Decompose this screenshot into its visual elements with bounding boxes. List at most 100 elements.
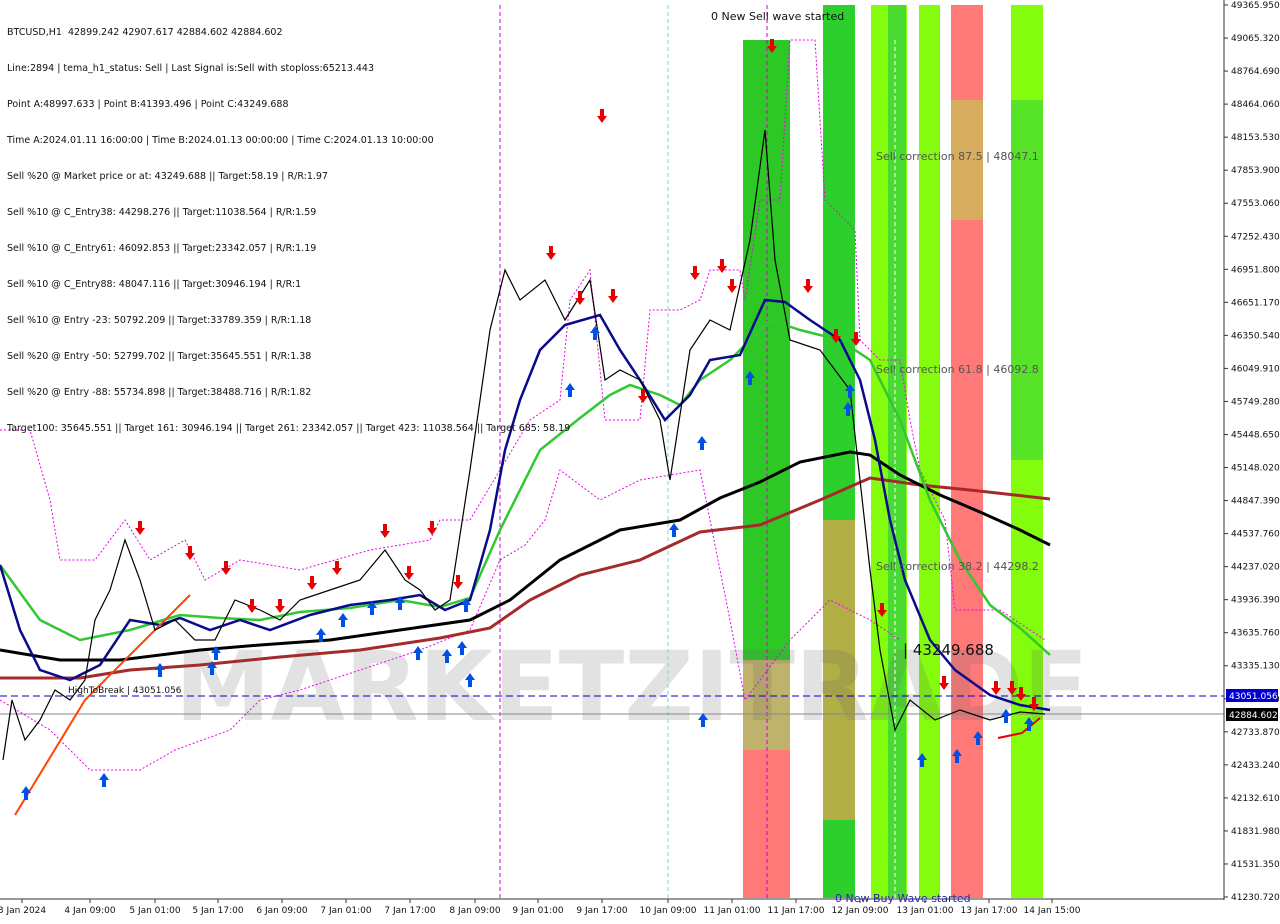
zone-olive xyxy=(951,100,983,220)
ma-blue xyxy=(0,298,1051,712)
sell-arrow-icon xyxy=(404,566,414,580)
x-tick-label: 14 Jan 15:00 xyxy=(1024,906,1081,916)
x-tick-label: 4 Jan 09:00 xyxy=(64,906,116,916)
y-tick-label: 44847.390 xyxy=(1231,497,1280,507)
y-tick-label: 46651.170 xyxy=(1231,298,1280,308)
x-tick-label: 13 Jan 01:00 xyxy=(897,906,954,916)
x-tick-label: 7 Jan 17:00 xyxy=(384,906,436,916)
buy-arrow-icon xyxy=(973,731,983,745)
zone-lime xyxy=(919,5,940,898)
signal-zones xyxy=(743,5,1043,898)
buy-arrow-icon xyxy=(413,646,423,660)
watermark: MARKETZITRADE xyxy=(175,631,1089,743)
y-tick-label: 41531.350 xyxy=(1231,860,1280,870)
y-tick-label: 47853.900 xyxy=(1231,166,1280,176)
y-tick-label: 42132.610 xyxy=(1231,794,1280,804)
sell-arrow-icon xyxy=(247,599,257,613)
sell-arrow-icon xyxy=(307,576,317,590)
sell-arrow-icon xyxy=(453,575,463,589)
level-price-tag: 43051.056 xyxy=(1226,689,1278,702)
sell-arrow-icon xyxy=(690,266,700,280)
correction-875-label: Sell correction 87.5 | 48047.1 xyxy=(876,150,1039,163)
signal-arrows xyxy=(21,39,1039,800)
sell-wave-label: 0 New Sell wave started xyxy=(711,10,844,23)
buy-arrow-icon xyxy=(21,786,31,800)
y-tick-label: 45448.650 xyxy=(1231,430,1280,440)
x-tick-label: 6 Jan 09:00 xyxy=(256,906,308,916)
buy-arrow-icon xyxy=(338,613,348,627)
buy-arrow-icon xyxy=(442,649,452,663)
y-tick-label: 49065.320 xyxy=(1231,34,1280,44)
y-tick-label: 48464.060 xyxy=(1231,100,1280,110)
y-tick-label: 44537.760 xyxy=(1231,530,1280,540)
x-tick-label: 10 Jan 09:00 xyxy=(640,906,697,916)
buy-arrow-icon xyxy=(155,663,165,677)
buy-arrow-icon xyxy=(207,661,217,675)
x-tick-label: 13 Jan 17:00 xyxy=(961,906,1018,916)
correction-618-label: Sell correction 61.8 | 46092.8 xyxy=(876,363,1039,376)
buy-arrow-icon xyxy=(845,384,855,398)
buy-arrow-icon xyxy=(1001,709,1011,723)
y-tick-label: 45749.280 xyxy=(1231,397,1280,407)
sell-arrow-icon xyxy=(1016,687,1026,701)
sell-arrow-icon xyxy=(332,561,342,575)
buy-arrow-icon xyxy=(843,402,853,416)
watermark-text: MARKETZITRADE xyxy=(175,631,1089,743)
zone-green xyxy=(1011,100,1043,460)
sell-arrow-icon xyxy=(1007,681,1017,695)
sell-arrow-icon xyxy=(427,521,437,535)
sell-arrow-icon xyxy=(185,546,195,560)
x-tick-label: 11 Jan 01:00 xyxy=(704,906,761,916)
buy-arrow-icon xyxy=(367,601,377,615)
y-tick-label: 45148.020 xyxy=(1231,464,1280,474)
sell-arrow-icon xyxy=(831,329,841,343)
x-tick-label: 9 Jan 01:00 xyxy=(512,906,564,916)
buy-arrow-icon xyxy=(395,596,405,610)
sell-arrow-icon xyxy=(727,279,737,293)
ma-red xyxy=(0,476,1051,680)
buy-arrow-icon xyxy=(99,773,109,787)
sell-arrow-icon xyxy=(575,291,585,305)
sell-arrow-icon xyxy=(851,332,861,346)
sell-arrow-icon xyxy=(803,279,813,293)
buy-arrow-icon xyxy=(1024,717,1034,731)
ma-green xyxy=(0,318,1051,656)
buy-arrow-icon xyxy=(465,673,475,687)
sell-arrow-icon xyxy=(608,289,618,303)
sell-arrow-icon xyxy=(877,603,887,617)
y-tick-label: 41831.980 xyxy=(1231,827,1280,837)
x-tick-label: 8 Jan 09:00 xyxy=(449,906,501,916)
y-tick-label: 49365.950 xyxy=(1231,1,1280,11)
current-price-text: 42884.602 xyxy=(1229,711,1278,721)
x-tick-label: 9 Jan 17:00 xyxy=(576,906,628,916)
sell-arrow-icon xyxy=(638,389,648,403)
sell-arrow-icon xyxy=(717,259,727,273)
buy-arrow-icon xyxy=(211,646,221,660)
sell-arrow-icon xyxy=(597,109,607,123)
buy-arrow-icon xyxy=(917,753,927,767)
x-tick-label: 12 Jan 09:00 xyxy=(832,906,889,916)
y-tick-label: 42733.870 xyxy=(1231,728,1280,738)
upper-envelope xyxy=(0,39,1046,641)
zone-olive xyxy=(823,520,855,820)
y-tick-label: 47252.430 xyxy=(1231,232,1280,242)
y-tick-label: 48153.530 xyxy=(1231,133,1280,143)
y-tick-label: 41230.720 xyxy=(1231,893,1280,903)
y-tick-label: 43936.390 xyxy=(1231,596,1280,606)
y-tick-label: 46350.540 xyxy=(1231,331,1280,341)
buy-arrow-icon xyxy=(745,371,755,385)
lower-envelope xyxy=(0,469,901,771)
y-tick-label: 43335.130 xyxy=(1231,662,1280,672)
sell-arrow-icon xyxy=(275,599,285,613)
y-tick-label: 46951.800 xyxy=(1231,265,1280,275)
buy-arrow-icon xyxy=(457,641,467,655)
price-path xyxy=(2,129,1046,761)
buy-wave-label: 0 New Buy Wave started xyxy=(835,892,971,905)
buy-arrow-icon xyxy=(461,598,471,612)
sell-arrow-icon xyxy=(767,39,777,53)
sell-arrow-icon xyxy=(546,246,556,260)
sell-arrow-icon xyxy=(380,524,390,538)
buy-arrow-icon xyxy=(697,436,707,450)
